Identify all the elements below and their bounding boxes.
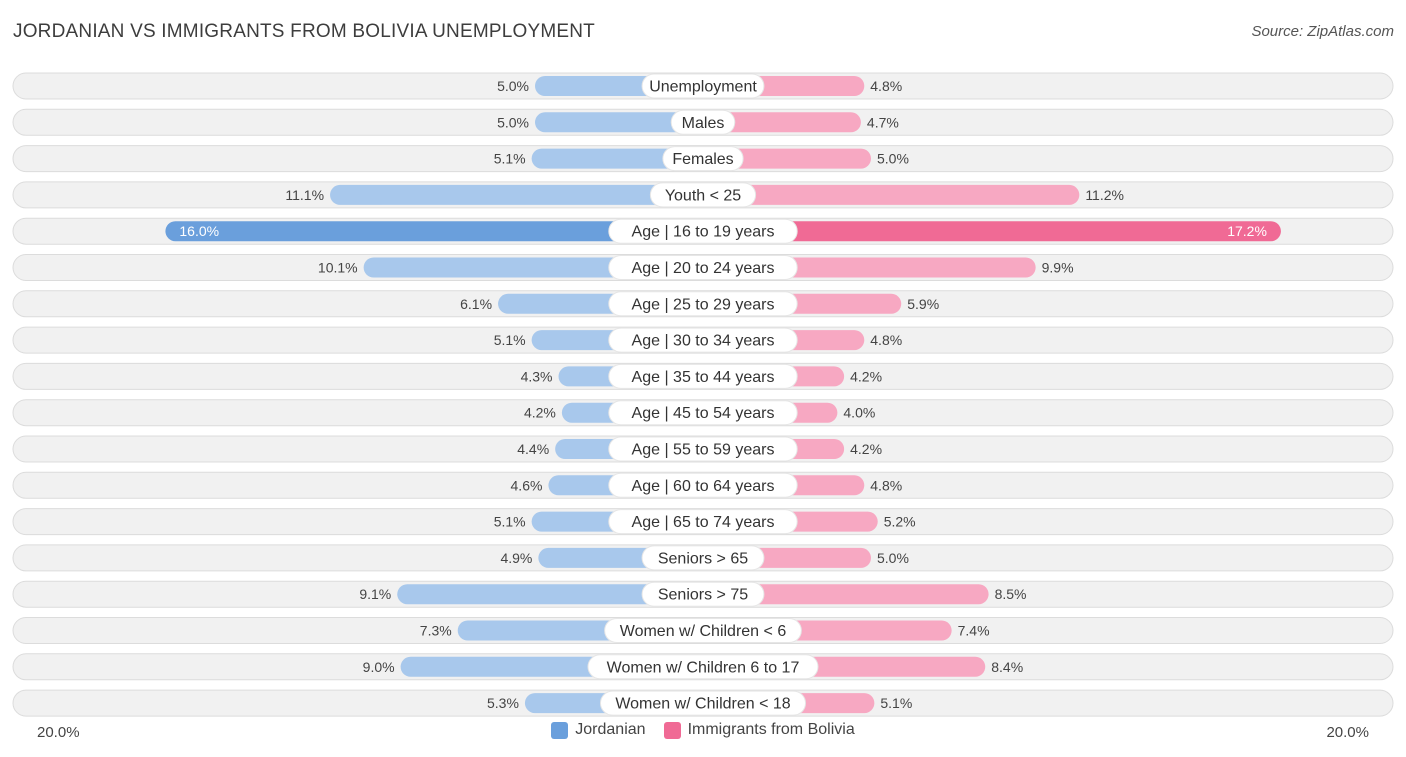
value-label-jordanian: 16.0% [179, 223, 219, 239]
category-label: Age | 16 to 19 years [632, 224, 775, 241]
category-label: Unemployment [649, 79, 757, 96]
category-pill [608, 509, 798, 535]
value-label-jordanian: 4.4% [517, 441, 549, 457]
category-pill [608, 255, 798, 280]
axis-left-label: 20.0% [37, 724, 80, 741]
value-label-bolivia: 4.2% [850, 368, 882, 384]
category-label: Age | 35 to 44 years [632, 369, 775, 386]
value-label-bolivia: 4.0% [843, 405, 875, 421]
value-label-bolivia: 5.0% [877, 550, 909, 566]
category-label: Age | 45 to 54 years [632, 405, 775, 422]
bar-bolivia[interactable] [693, 184, 1080, 205]
category-label: Females [672, 151, 733, 168]
category-pill [662, 146, 744, 172]
category-label: Age | 55 to 59 years [632, 442, 775, 459]
category-pill [608, 218, 798, 244]
value-label-jordanian: 6.1% [460, 296, 492, 312]
category-pill [608, 400, 798, 426]
legend-label-bolivia: Immigrants from Bolivia [687, 721, 855, 738]
value-label-jordanian: 5.0% [497, 78, 529, 94]
blue-square-icon [551, 721, 569, 739]
category-pill [649, 182, 757, 208]
category-label: Age | 60 to 64 years [632, 478, 775, 495]
category-label: Women w/ Children 6 to 17 [607, 659, 800, 676]
value-label-jordanian: 5.3% [487, 695, 519, 711]
category-pill [641, 73, 765, 99]
category-pill [608, 472, 798, 498]
value-label-bolivia: 8.4% [991, 659, 1023, 675]
value-label-bolivia: 5.9% [907, 296, 939, 312]
value-label-jordanian: 5.1% [494, 151, 526, 167]
value-label-jordanian: 4.9% [500, 550, 532, 566]
value-label-jordanian: 4.2% [524, 405, 556, 421]
value-label-jordanian: 9.0% [363, 659, 395, 675]
value-label-jordanian: 10.1% [318, 260, 358, 276]
value-label-jordanian: 5.0% [497, 114, 529, 130]
bar-jordanian[interactable] [535, 112, 713, 133]
value-label-bolivia: 4.7% [867, 114, 899, 130]
legend-label-jordanian: Jordanian [575, 721, 646, 738]
category-label: Youth < 25 [665, 187, 741, 204]
chart-title: JORDANIAN VS IMMIGRANTS FROM BOLIVIA UNE… [13, 21, 595, 42]
value-label-bolivia: 11.2% [1085, 187, 1124, 203]
category-label: Age | 20 to 24 years [632, 260, 775, 277]
value-label-bolivia: 9.9% [1042, 260, 1074, 276]
bar-bolivia[interactable] [693, 112, 861, 133]
bar-jordanian[interactable] [330, 184, 713, 205]
legend: Jordanian Immigrants from Bolivia [0, 721, 1406, 739]
value-label-bolivia: 8.5% [995, 586, 1027, 602]
value-label-jordanian: 7.3% [420, 623, 452, 639]
value-label-jordanian: 5.1% [494, 332, 526, 348]
category-pill [608, 436, 798, 462]
value-label-jordanian: 4.6% [511, 477, 543, 493]
category-pill [608, 363, 798, 389]
category-pill [608, 291, 798, 317]
value-label-bolivia: 5.0% [877, 151, 909, 167]
bar-bolivia[interactable] [693, 221, 1281, 242]
category-label: Women w/ Children < 18 [615, 696, 790, 713]
legend-item-bolivia[interactable]: Immigrants from Bolivia [663, 721, 855, 739]
bar-jordanian[interactable] [397, 584, 713, 605]
category-label: Women w/ Children < 6 [620, 623, 787, 640]
value-label-bolivia: 17.2% [1227, 223, 1267, 239]
category-pill [604, 618, 802, 643]
value-label-jordanian: 9.1% [359, 586, 391, 602]
value-label-bolivia: 4.8% [870, 477, 902, 493]
value-label-bolivia: 5.1% [880, 695, 912, 711]
category-label: Age | 30 to 34 years [632, 333, 775, 350]
value-label-bolivia: 7.4% [958, 623, 990, 639]
category-pill [587, 654, 819, 680]
category-pill [608, 327, 798, 353]
category-pill [641, 545, 765, 571]
category-pill [599, 690, 807, 716]
axis-right-label: 20.0% [1326, 724, 1369, 741]
value-label-jordanian: 11.1% [285, 187, 324, 203]
value-label-jordanian: 4.3% [521, 368, 553, 384]
category-label: Seniors > 65 [658, 550, 748, 567]
value-label-bolivia: 4.8% [870, 78, 902, 94]
source-credit: Source: ZipAtlas.com [1251, 23, 1394, 40]
category-pill [641, 581, 765, 607]
category-label: Seniors > 75 [658, 587, 748, 604]
category-pill [670, 109, 736, 135]
value-label-bolivia: 4.2% [850, 441, 882, 457]
category-label: Age | 25 to 29 years [632, 296, 775, 313]
legend-item-jordanian[interactable]: Jordanian [551, 721, 646, 739]
value-label-bolivia: 4.8% [870, 332, 902, 348]
value-label-jordanian: 5.1% [494, 514, 526, 530]
pink-square-icon [663, 721, 681, 739]
value-label-bolivia: 5.2% [884, 514, 916, 530]
bar-bolivia[interactable] [693, 584, 989, 605]
category-label: Males [682, 115, 725, 132]
category-label: Age | 65 to 74 years [632, 514, 775, 531]
bar-jordanian[interactable] [165, 221, 713, 242]
